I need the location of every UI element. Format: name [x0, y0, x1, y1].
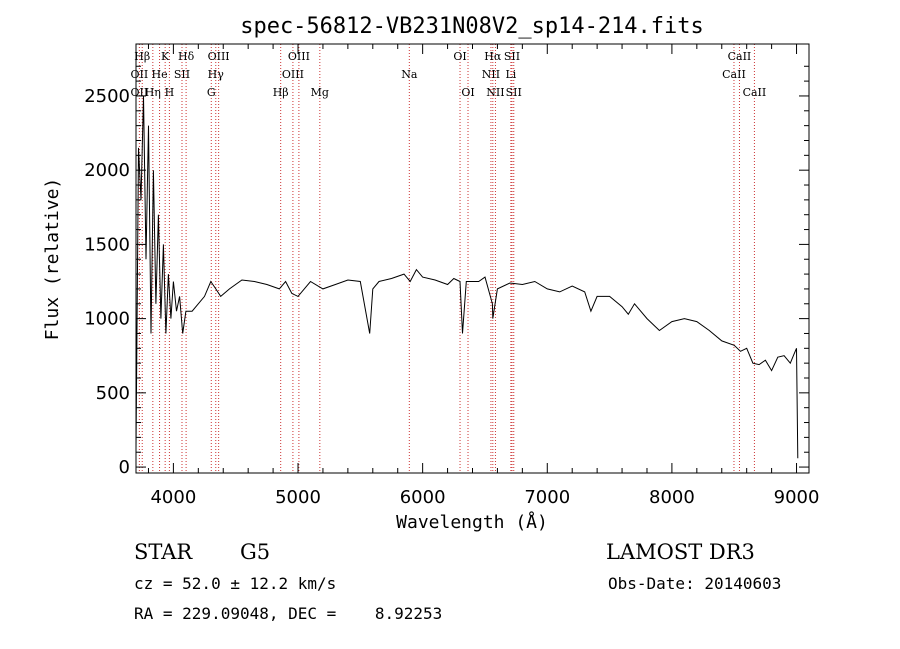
x-tick-label: 7000: [524, 487, 570, 508]
line-label: Hη: [145, 86, 161, 99]
survey-name: LAMOST DR3: [606, 540, 755, 564]
spectrum-line: [135, 95, 799, 459]
emission-line-markers: [138, 44, 755, 473]
y-axis: 0 500 1000 1500 2000 2500: [84, 65, 809, 478]
obs-date-text: Obs-Date: 20140603: [608, 574, 782, 593]
line-label: OIII: [288, 50, 310, 63]
line-label: SII: [504, 50, 520, 63]
line-label: CaII: [722, 68, 746, 81]
y-tick-label: 500: [96, 383, 130, 404]
line-label: SII: [506, 86, 522, 99]
y-tick-label: 2500: [84, 86, 130, 107]
x-tick-label: 4000: [150, 487, 196, 508]
y-tick-label: 1500: [84, 234, 130, 255]
line-label: SII: [174, 68, 190, 81]
line-label: Hα: [484, 50, 502, 63]
line-label: OIII: [282, 68, 304, 81]
line-label: He: [152, 68, 168, 81]
line-label: Hδ: [178, 50, 195, 63]
x-tick-label: 9000: [774, 487, 820, 508]
object-subclass: G5: [240, 540, 271, 564]
line-label: Mg: [311, 86, 329, 99]
y-tick-label: 2000: [84, 160, 130, 181]
x-tick-label: 5000: [275, 487, 321, 508]
x-axis-label: Wavelength (Å): [396, 511, 548, 533]
line-label: Hβ: [134, 50, 150, 63]
line-label: OII: [131, 68, 149, 81]
line-label: G: [207, 86, 216, 99]
y-axis-label: Flux (relative): [42, 178, 63, 341]
chart-title: spec-56812-VB231N08V2_sp14-214.fits: [240, 14, 704, 39]
x-axis: 4000 5000 6000 7000 8000 9000: [147, 44, 820, 508]
radec-text: RA = 229.09048, DEC = 8.92253: [134, 604, 443, 623]
line-label: CaII: [743, 86, 767, 99]
line-label: Hβ: [273, 86, 289, 99]
line-label: NII: [486, 86, 504, 99]
line-label: K: [161, 50, 170, 63]
line-label: OI: [461, 86, 474, 99]
line-label: OI: [453, 50, 466, 63]
line-label: Li: [505, 68, 516, 81]
line-label: OIII: [208, 50, 230, 63]
line-label: Na: [401, 68, 418, 81]
plot-frame: [135, 43, 810, 474]
line-label: NII: [482, 68, 500, 81]
line-label: CaII: [728, 50, 752, 63]
y-tick-label: 1000: [84, 309, 130, 330]
x-tick-label: 8000: [649, 487, 695, 508]
line-label: Hγ: [208, 68, 225, 81]
x-tick-label: 6000: [400, 487, 446, 508]
object-class: STAR: [134, 540, 193, 564]
redshift-text: cz = 52.0 ± 12.2 km/s: [134, 574, 337, 593]
line-label: H: [165, 86, 175, 99]
y-tick-label: 0: [119, 457, 130, 478]
